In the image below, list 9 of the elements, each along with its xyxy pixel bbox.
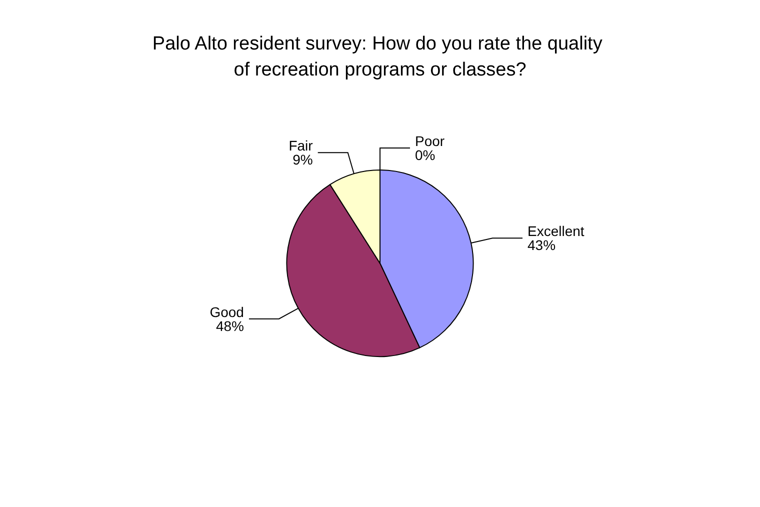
data-label: 9%: [292, 152, 313, 168]
data-label: 48%: [216, 318, 244, 334]
data-label: 43%: [528, 237, 556, 254]
chart-title: Palo Alto resident survey: How do you rate the quality of recreation programs or classes?: [152, 34, 608, 80]
slice-label: Excellent: [528, 223, 584, 240]
category-label: Poor: [415, 133, 445, 150]
text: 0%: [415, 147, 436, 164]
slice-label: Fair: [288, 138, 314, 154]
slice-label: Good: [210, 304, 244, 320]
